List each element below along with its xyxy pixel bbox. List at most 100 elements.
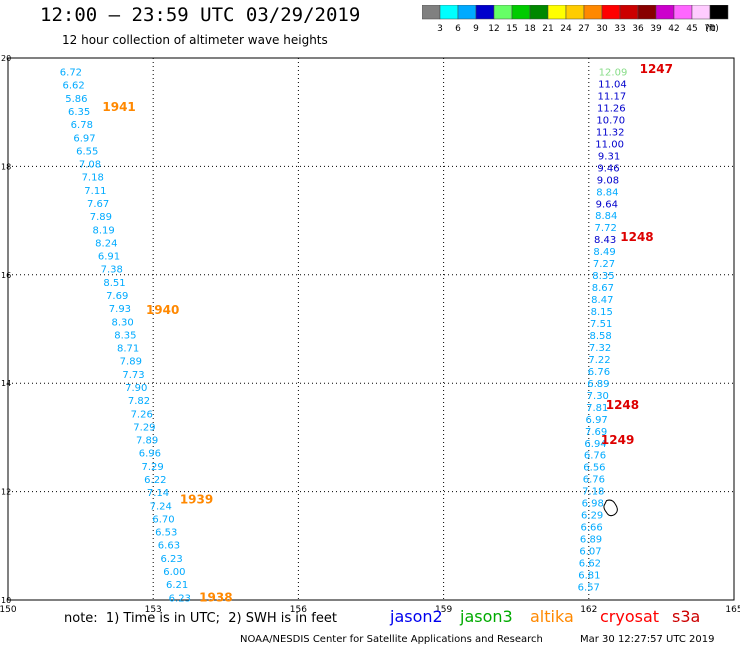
legend-label: 36	[632, 24, 644, 33]
wave-height-value: 7.90	[125, 383, 147, 394]
wave-height-value: 7.67	[87, 199, 109, 210]
wave-height-value: 8.30	[112, 317, 134, 328]
wave-height-value: 7.73	[122, 370, 144, 381]
wave-height-value: 7.69	[106, 291, 128, 302]
lat-tick-label: 10	[1, 596, 11, 605]
wave-height-value: 6.57	[578, 582, 600, 593]
wave-height-value: 6.76	[583, 475, 605, 486]
wave-height-value: 8.24	[95, 238, 117, 249]
footer-note: note: 1) Time is in UTC; 2) SWH is in fe…	[64, 611, 337, 626]
wave-height-value: 6.07	[579, 547, 601, 558]
wave-height-value: 11.17	[598, 91, 627, 102]
wave-height-value: 7.14	[147, 488, 169, 499]
legend-label: 21	[542, 24, 553, 33]
lon-tick-label: 150	[0, 605, 17, 615]
wave-height-value: 6.21	[166, 580, 188, 591]
wave-height-value: 6.89	[580, 535, 602, 546]
satellite-cryosat-label: cryosat	[600, 607, 660, 626]
wave-height-value: 7.24	[150, 501, 172, 512]
wave-height-value: 6.78	[71, 120, 93, 131]
wave-height-value: 9.31	[598, 151, 620, 162]
legend-label: 30	[596, 24, 608, 33]
pass-time-label: 1939	[180, 493, 213, 507]
wave-height-value: 7.89	[90, 212, 112, 223]
lat-tick-label: 16	[1, 271, 11, 280]
wave-height-value: 7.93	[109, 304, 131, 315]
wave-height-value: 6.98	[582, 499, 604, 510]
wave-height-value: 6.00	[163, 567, 185, 578]
wave-height-value: 8.15	[591, 307, 613, 318]
legend-label: 27	[578, 24, 589, 33]
wave-height-value: 6.62	[579, 559, 601, 570]
legend-label: 3	[437, 24, 443, 33]
lon-tick-label: 153	[145, 605, 162, 615]
wave-height-value: 8.51	[103, 278, 125, 289]
legend-label: 42	[668, 24, 679, 33]
wave-height-value: 8.35	[114, 330, 136, 341]
wave-height-value: 6.35	[68, 107, 90, 118]
legend-label: 15	[506, 24, 517, 33]
wave-height-value: 7.32	[589, 343, 611, 354]
wave-height-value: 6.62	[63, 81, 85, 92]
satellite-altika-label: altika	[530, 607, 574, 626]
wave-height-value: 7.11	[84, 186, 106, 197]
credit-text: NOAA/NESDIS Center for Satellite Applica…	[240, 634, 543, 645]
wave-height-value: 6.23	[161, 554, 183, 565]
legend-label: 18	[524, 24, 536, 33]
wave-height-value: 7.29	[141, 462, 163, 473]
wave-height-value: 7.51	[590, 319, 612, 330]
wave-height-color-legend: 3 6 9 12 15 18 21 24 27 30 33 36 39 42 45 70(ft)	[422, 5, 729, 33]
wave-height-value: 6.56	[583, 463, 605, 474]
wave-height-value: 10.70	[596, 115, 625, 126]
wave-height-value: 6.97	[73, 133, 95, 144]
wave-height-value: 6.72	[60, 68, 82, 79]
page-title: 12:00 — 23:59 UTC 03/29/2019	[40, 4, 361, 26]
wave-height-value: 6.70	[152, 514, 174, 525]
wave-height-value: 9.46	[597, 163, 619, 174]
wave-height-value: 6.66	[580, 523, 602, 534]
lon-tick-label: 159	[435, 605, 452, 615]
lon-tick-label: 162	[580, 605, 597, 615]
satellite-jason3-label: jason3	[460, 607, 513, 626]
wave-height-value: 8.43	[594, 235, 616, 246]
wave-height-value: 9.64	[596, 199, 618, 210]
pass-time-label: 1247	[640, 62, 673, 76]
pass-time-label: 1249	[601, 433, 634, 447]
wave-height-value: 6.91	[98, 252, 120, 263]
wave-height-value: 8.84	[596, 187, 618, 198]
legend-label: 70	[704, 24, 716, 33]
wave-height-value: 9.08	[597, 175, 619, 186]
wave-height-value: 8.58	[589, 331, 611, 342]
wave-height-value: 8.49	[593, 247, 615, 258]
timestamp-text: Mar 30 12:27:57 UTC 2019	[580, 634, 715, 645]
wave-height-value: 7.72	[595, 223, 617, 234]
wave-height-value: 11.00	[595, 139, 624, 150]
wave-height-value: 7.18	[582, 487, 604, 498]
wave-height-value: 7.82	[128, 396, 150, 407]
wave-height-value: 7.29	[133, 422, 155, 433]
satellite-jason2-label: jason2	[390, 607, 443, 626]
legend-label: 6	[455, 24, 461, 33]
wave-height-value: 8.47	[591, 295, 613, 306]
legend-label: 45	[686, 24, 697, 33]
wave-height-value: 8.19	[92, 225, 114, 236]
legend-label: 24	[560, 24, 572, 33]
wave-height-value: 6.29	[581, 511, 603, 522]
wave-height-value: 8.71	[117, 344, 139, 355]
wave-height-value: 6.81	[578, 570, 600, 581]
pass-time-label: 1248	[606, 398, 639, 412]
pass-time-label: 1938	[199, 590, 232, 604]
legend-unit-label: (ft)	[705, 24, 719, 33]
wave-height-value: 6.23	[169, 593, 191, 604]
lat-tick-label: 14	[1, 379, 11, 388]
wave-height-value: 7.26	[131, 409, 153, 420]
wave-height-value: 6.53	[155, 528, 177, 539]
legend-label: 39	[650, 24, 662, 33]
wave-height-value: 5.86	[65, 94, 87, 105]
wave-height-value: 6.22	[144, 475, 166, 486]
wave-height-value: 7.38	[101, 265, 123, 276]
pass-time-label: 1940	[146, 303, 179, 317]
lat-tick-label: 12	[1, 488, 11, 497]
wave-height-value: 7.08	[79, 160, 101, 171]
